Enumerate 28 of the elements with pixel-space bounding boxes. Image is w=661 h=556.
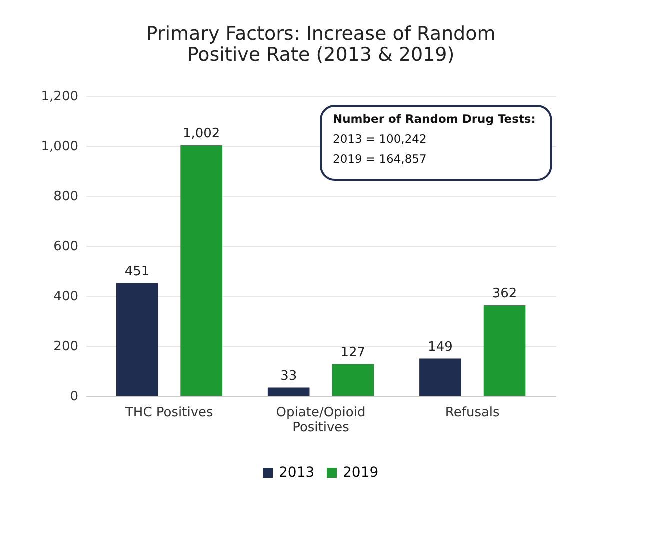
y-tick-label: 1,200: [41, 90, 78, 104]
annotation: 2019 = 164,857: [333, 152, 427, 166]
bar: [420, 358, 462, 396]
bar: [116, 283, 158, 396]
x-tick-label: Opiate/Opioid Positives: [276, 406, 366, 436]
data-label: 451: [124, 264, 150, 280]
data-label: 362: [492, 286, 518, 302]
x-tick-label: THC Positives: [124, 406, 214, 420]
annotation: 2013 = 100,242: [333, 132, 427, 146]
data-label: 127: [340, 345, 366, 360]
y-tick-label: 1,000: [41, 140, 78, 154]
y-tick-label: 800: [54, 190, 78, 204]
data-label: 33: [280, 368, 298, 384]
bar: [332, 364, 374, 396]
y-tick-label: 400: [54, 290, 78, 304]
bar: [268, 388, 310, 396]
legend-label: 2019: [343, 465, 379, 481]
data-label: 149: [428, 340, 453, 355]
bar: [484, 306, 526, 396]
bar: [180, 146, 222, 396]
legend-label: 2013: [279, 465, 315, 481]
y-tick-label: 200: [54, 340, 78, 354]
y-tick-label: 600: [54, 240, 78, 254]
data-label: 1,002: [182, 126, 220, 142]
x-tick-label: Refusals: [445, 406, 500, 420]
chart-title: Primary Factors: Increase of Random Positive Rate (2013 & 2019): [146, 23, 496, 66]
y-tick-label: 0: [70, 390, 78, 404]
annotation: Number of Random Drug Tests:: [333, 112, 536, 126]
